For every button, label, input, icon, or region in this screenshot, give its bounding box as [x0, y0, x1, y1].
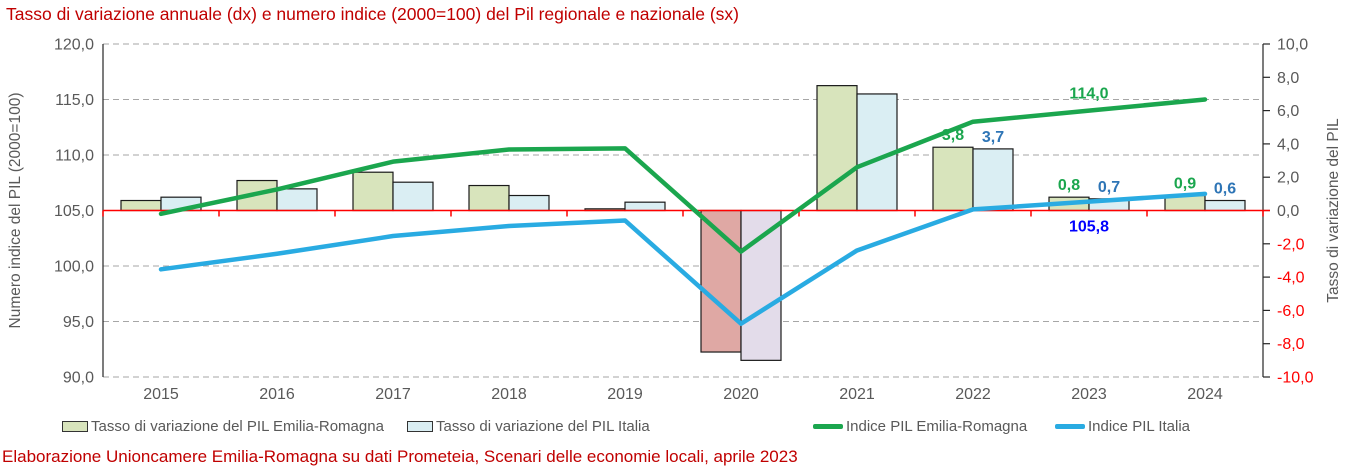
left-tick-label: 120,0	[54, 37, 94, 54]
data-label-it_rate-2022: 3,7	[982, 129, 1004, 146]
data-label-er_rate-2023: 0,8	[1058, 177, 1080, 194]
left-tick-label: 115,0	[55, 92, 94, 109]
left-axis-title: Numero indice del PIL (2000=100)	[7, 93, 24, 329]
right-tick-label: -8,0	[1277, 336, 1305, 353]
line-it_index	[158, 191, 1208, 326]
right-tick-label: -6,0	[1277, 303, 1305, 320]
legend-item-it-rate: Tasso di variazione del PIL Italia	[407, 412, 650, 440]
data-label-it_rate-2023: 0,7	[1098, 179, 1120, 196]
bar-er_rate-2017	[352, 171, 394, 212]
data-label-it_rate-2024: 0,6	[1214, 181, 1236, 198]
legend-label-it-index: Indice PIL Italia	[1088, 417, 1191, 435]
bar-it_rate-2016	[276, 188, 318, 212]
right-axis-title: Tasso di variazione del PIL	[1325, 118, 1342, 303]
right-tick-label: -10,0	[1277, 370, 1314, 387]
plot-area: 90,0 95,0 100,0 105,0 110,0 115,0 120,0 -10,0 -8…	[7, 37, 1342, 404]
x-tick-label: 2024	[1187, 386, 1223, 403]
x-tick-label: 2021	[839, 386, 875, 403]
bar-er_rate-2022	[932, 146, 974, 212]
bar-it_rate-2022	[972, 148, 1014, 212]
data-label-er_rate-2022: 3,8	[942, 127, 964, 144]
bar-it_rate-2024	[1204, 199, 1246, 212]
data-label-er_index-2023: 114,0	[1069, 86, 1108, 103]
left-tick-label: 100,0	[54, 259, 94, 276]
right-tick-label: 10,0	[1277, 37, 1308, 54]
it-line-swatch-icon	[1055, 423, 1085, 429]
x-tick-label: 2016	[259, 386, 295, 403]
x-tick-label: 2019	[607, 386, 643, 403]
legend-item-it-index: Indice PIL Italia	[1055, 412, 1190, 440]
left-tick-label: 110,0	[55, 148, 94, 165]
legend-label-er-rate: Tasso di variazione del PIL Emilia-Romag…	[91, 417, 384, 435]
bar-it_rate-2019	[624, 201, 666, 212]
left-tick-label: 95,0	[63, 314, 94, 331]
bar-er_rate-2020	[700, 209, 742, 353]
right-tick-label: 4,0	[1277, 136, 1299, 153]
x-tick-label: 2015	[143, 386, 179, 403]
er-bar-swatch-icon	[62, 420, 88, 432]
right-tick-label: 2,0	[1277, 170, 1299, 187]
data-label-it_index-2023: 105,8	[1069, 219, 1109, 236]
it-bar-swatch-icon	[407, 420, 433, 432]
legend-item-er-rate: Tasso di variazione del PIL Emilia-Romag…	[62, 412, 384, 440]
right-tick-label: -4,0	[1277, 270, 1305, 287]
left-tick-label: 90,0	[63, 370, 94, 387]
line-er_index	[158, 97, 1208, 254]
x-tick-label: 2022	[955, 386, 991, 403]
left-tick-label: 105,0	[54, 203, 94, 220]
bar-er_rate-2018	[468, 184, 510, 212]
x-tick-label: 2020	[723, 386, 759, 403]
x-tick-label: 2023	[1071, 386, 1107, 403]
right-tick-label: -2,0	[1277, 236, 1305, 253]
x-tick-label: 2017	[375, 386, 411, 403]
legend-label-it-rate: Tasso di variazione del PIL Italia	[436, 417, 650, 435]
bar-it_rate-2018	[508, 194, 550, 212]
right-tick-label: 6,0	[1277, 103, 1299, 120]
data-label-er_rate-2024: 0,9	[1174, 176, 1196, 193]
right-tick-label: 8,0	[1277, 70, 1299, 87]
bar-er_rate-2015	[120, 199, 162, 212]
legend-item-er-index: Indice PIL Emilia-Romagna	[813, 412, 1027, 440]
bar-it_rate-2020	[740, 209, 782, 361]
chart-title: Tasso di variazione annuale (dx) e numer…	[6, 4, 740, 24]
bar-it_rate-2017	[392, 181, 434, 212]
source-line: Elaborazione Unioncamere Emilia-Romagna …	[2, 447, 798, 466]
er-line-swatch-icon	[813, 423, 843, 429]
x-tick-label: 2018	[491, 386, 527, 403]
legend-label-er-index: Indice PIL Emilia-Romagna	[846, 417, 1028, 435]
legend: Tasso di variazione del PIL Emilia-Romag…	[0, 412, 1354, 440]
right-tick-label: 0,0	[1277, 203, 1299, 220]
